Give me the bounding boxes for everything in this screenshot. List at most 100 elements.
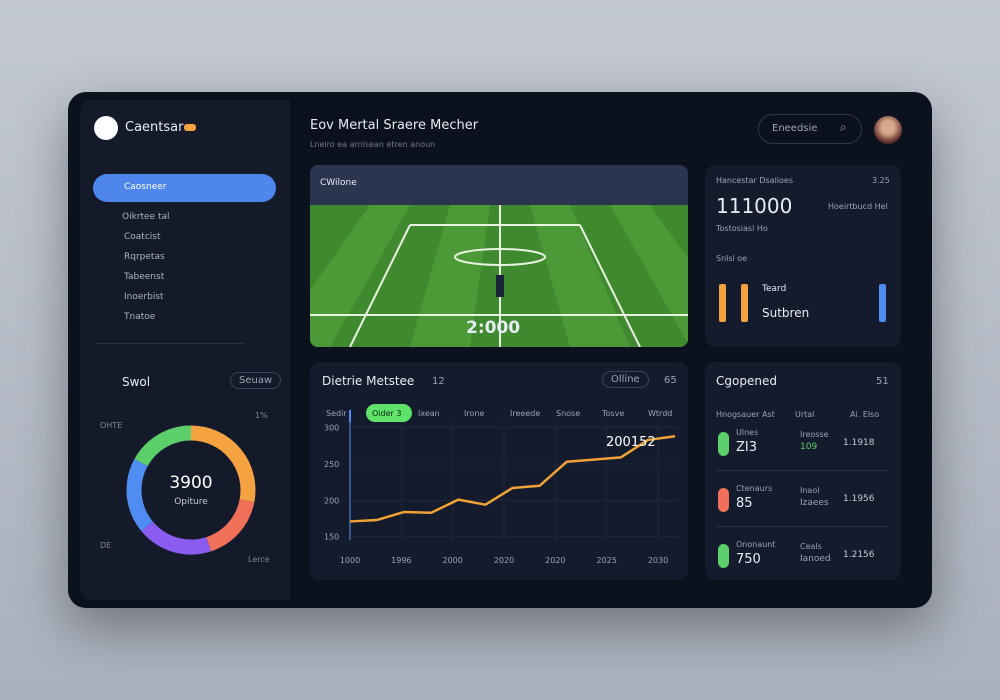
row-sub-value: Ianoed [800,554,831,564]
divider [94,343,244,344]
donut-segment [205,498,255,552]
x-tick-label: 2000 [442,556,462,565]
row-label: Ctenaurs [736,484,773,493]
list-panel [705,362,901,580]
stat-bar [741,284,748,322]
row-value: 85 [736,496,753,511]
row-value: 750 [736,552,761,567]
row-amount[interactable]: 1.1918 [843,438,875,448]
search-text: Eneedsie [772,123,818,134]
legend-item: Ixean [418,409,440,418]
page-subtitle: Lnelro ea arnlsean etren anoun [310,140,436,149]
x-tick-label: 2020 [494,556,514,565]
row-sub: Ireosse [800,430,829,439]
logo [94,116,118,140]
donut-segment [141,521,211,555]
stats-value: 111000 [716,194,793,218]
bar-value: Sutbren [762,306,810,320]
value-label: 200152 [606,435,656,450]
row-amount[interactable]: 1.2156 [843,550,875,560]
y-tick-label: 200 [324,496,339,505]
row-label: Ononaunt [736,540,776,549]
row-amount[interactable]: 1.1956 [843,494,875,504]
list-header: Hnogsauer Ast [716,410,775,419]
legend-item: Irone [464,409,484,418]
row-label: Ulnes [736,428,759,437]
video-badge: CWilone [320,178,357,188]
stat-bar [879,284,886,322]
line-chart: Sedir Oider 3 Ixean Irone Ireeede Snose Tosve W… [324,404,678,565]
line-series [349,435,676,523]
video-panel[interactable] [310,165,688,347]
legend-item: Oider 3 [372,409,401,418]
row-value: ZI3 [736,440,758,455]
donut-corner-label: 1% [255,411,268,420]
x-tick-label: 2030 [648,556,668,565]
chart-title: Dietrie Metstee [322,374,415,388]
y-tick-label: 150 [324,533,339,542]
bar-title: Teard [762,284,787,294]
donut-label: Opiture [174,497,208,507]
donut-chart: 3900 Opiture OHTE 1% DE Lerce [100,411,270,564]
y-tick-label: 300 [324,424,339,433]
search-box[interactable] [758,114,862,144]
stats-label: Hancestar Dsalioes [716,176,794,185]
nav-item[interactable]: Coatcist [124,232,161,242]
chart-button[interactable]: Olline [602,371,649,388]
row-sub-value: Izaees [800,498,829,508]
row-sub: Ceals [800,542,822,551]
search-icon: ⌕ [840,120,847,134]
chart-panel [310,362,688,580]
video-score: 2:000 [466,318,521,338]
legend-item: Sedir [326,409,347,418]
nav-item[interactable]: Caosneer [124,182,167,192]
nav-item[interactable]: Tnatoe [124,312,156,322]
page-title: Eov Mertal Sraere Mecher [310,118,479,133]
brand: Caentsar [125,120,184,135]
legend-item: Ireeede [510,409,540,418]
x-tick-label: 2025 [596,556,616,565]
stats-corner: 3.25 [872,176,890,185]
legend-chip [366,404,412,422]
row-sub: Inaol [800,486,820,495]
nav-active[interactable] [93,174,276,202]
brand-dot [184,124,196,131]
legend-item: Wtrdd [648,409,672,418]
donut-corner-label: OHTE [100,421,122,430]
row-icon [718,488,729,512]
stats-panel [705,165,901,347]
nav-item[interactable]: Tabeenst [124,272,165,282]
y-tick-label: 250 [324,460,339,469]
row-sub-value: 109 [800,442,818,452]
list-header: Ai. Elso [850,410,880,419]
list-corner: 51 [876,376,889,387]
nav-item[interactable]: Inoerbist [124,292,164,302]
nav-item[interactable]: Rqrpetas [124,252,165,262]
stats-note: Tostosiasl Ho [716,224,768,233]
chart-button-2[interactable]: 65 [664,375,677,386]
row-divider [716,526,888,527]
avatar[interactable] [874,116,902,144]
stat-bar [719,284,726,322]
donut-segment [126,458,154,532]
donut-corner-label: Lerce [248,555,270,564]
x-tick-label: 1996 [391,556,411,565]
widget-title: Swol [122,375,151,389]
donut-corner-label: DE [100,541,111,550]
x-tick-label: 1000 [340,556,360,565]
list-header: Urtal [795,410,815,419]
row-icon [718,432,729,456]
x-tick-label: 2020 [545,556,565,565]
legend-item: Snose [556,409,580,418]
legend-item: Tosve [601,409,624,418]
donut-value: 3900 [169,473,212,493]
chart-badge: 12 [432,376,445,387]
nav-item[interactable]: Oikrtee tal [122,212,170,222]
donut-segment [190,425,256,503]
donut-segment [134,425,192,467]
widget-button[interactable]: Seuaw [230,372,282,389]
stat-bars [719,284,886,322]
list-title: Cgopened [716,374,777,388]
stats-sub: Snlsl oe [716,254,748,263]
